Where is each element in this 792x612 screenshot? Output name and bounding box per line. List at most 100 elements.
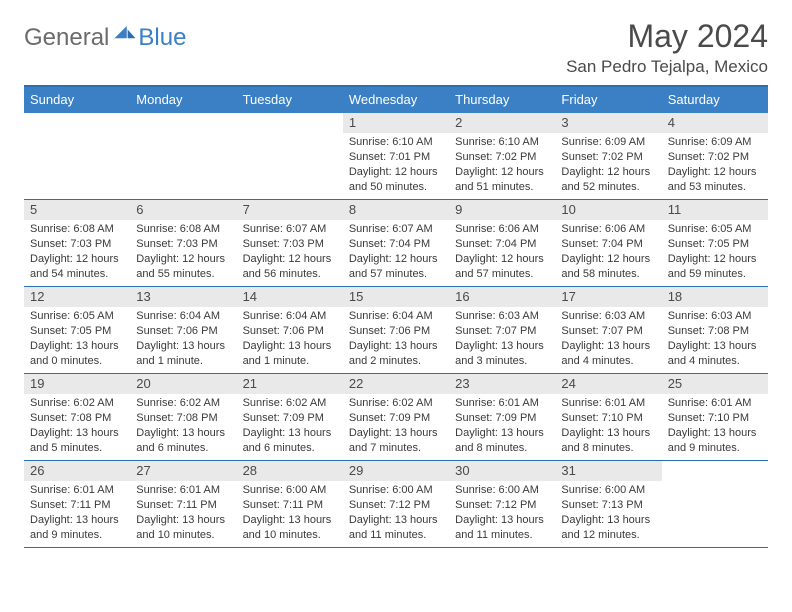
calendar-cell: 1Sunrise: 6:10 AMSunset: 7:01 PMDaylight…: [343, 113, 449, 199]
sunrise-text: Sunrise: 6:06 AM: [561, 222, 655, 237]
calendar-cell: 15Sunrise: 6:04 AMSunset: 7:06 PMDayligh…: [343, 287, 449, 373]
daylight-text: Daylight: 12 hours and 54 minutes.: [30, 252, 124, 282]
month-title: May 2024: [566, 18, 768, 55]
calendar-cell: 10Sunrise: 6:06 AMSunset: 7:04 PMDayligh…: [555, 200, 661, 286]
day-number: 30: [449, 461, 555, 481]
daylight-text: Daylight: 13 hours and 10 minutes.: [136, 513, 230, 543]
cell-body: Sunrise: 6:03 AMSunset: 7:08 PMDaylight:…: [662, 307, 768, 372]
page-header: General Blue May 2024 San Pedro Tejalpa,…: [24, 18, 768, 77]
calendar-cell: 26Sunrise: 6:01 AMSunset: 7:11 PMDayligh…: [24, 461, 130, 547]
sunset-text: Sunset: 7:03 PM: [30, 237, 124, 252]
cell-body: [24, 131, 130, 137]
sunset-text: Sunset: 7:09 PM: [455, 411, 549, 426]
calendar-cell: 2Sunrise: 6:10 AMSunset: 7:02 PMDaylight…: [449, 113, 555, 199]
sunset-text: Sunset: 7:06 PM: [136, 324, 230, 339]
day-number: 7: [237, 200, 343, 220]
calendar-cell: 18Sunrise: 6:03 AMSunset: 7:08 PMDayligh…: [662, 287, 768, 373]
calendar-cell: 21Sunrise: 6:02 AMSunset: 7:09 PMDayligh…: [237, 374, 343, 460]
cell-body: Sunrise: 6:04 AMSunset: 7:06 PMDaylight:…: [343, 307, 449, 372]
cell-body: Sunrise: 6:05 AMSunset: 7:05 PMDaylight:…: [24, 307, 130, 372]
sunrise-text: Sunrise: 6:08 AM: [30, 222, 124, 237]
day-number: 24: [555, 374, 661, 394]
daylight-text: Daylight: 13 hours and 12 minutes.: [561, 513, 655, 543]
daylight-text: Daylight: 13 hours and 1 minute.: [136, 339, 230, 369]
daylight-text: Daylight: 13 hours and 2 minutes.: [349, 339, 443, 369]
calendar-cell: 5Sunrise: 6:08 AMSunset: 7:03 PMDaylight…: [24, 200, 130, 286]
sunrise-text: Sunrise: 6:04 AM: [243, 309, 337, 324]
cell-body: Sunrise: 6:08 AMSunset: 7:03 PMDaylight:…: [130, 220, 236, 285]
day-header: Saturday: [662, 87, 768, 113]
day-header: Monday: [130, 87, 236, 113]
day-header: Wednesday: [343, 87, 449, 113]
sunrise-text: Sunrise: 6:02 AM: [136, 396, 230, 411]
sunrise-text: Sunrise: 6:02 AM: [30, 396, 124, 411]
sunset-text: Sunset: 7:12 PM: [455, 498, 549, 513]
sunset-text: Sunset: 7:07 PM: [561, 324, 655, 339]
cell-body: Sunrise: 6:01 AMSunset: 7:10 PMDaylight:…: [555, 394, 661, 459]
calendar-cell: 7Sunrise: 6:07 AMSunset: 7:03 PMDaylight…: [237, 200, 343, 286]
day-number: 15: [343, 287, 449, 307]
calendar-cell: 11Sunrise: 6:05 AMSunset: 7:05 PMDayligh…: [662, 200, 768, 286]
sunset-text: Sunset: 7:03 PM: [243, 237, 337, 252]
day-number: 8: [343, 200, 449, 220]
day-number: 29: [343, 461, 449, 481]
cell-body: Sunrise: 6:05 AMSunset: 7:05 PMDaylight:…: [662, 220, 768, 285]
sunrise-text: Sunrise: 6:01 AM: [136, 483, 230, 498]
cell-body: Sunrise: 6:09 AMSunset: 7:02 PMDaylight:…: [662, 133, 768, 198]
day-headers-row: SundayMondayTuesdayWednesdayThursdayFrid…: [24, 87, 768, 113]
day-number: 20: [130, 374, 236, 394]
cell-body: Sunrise: 6:07 AMSunset: 7:04 PMDaylight:…: [343, 220, 449, 285]
calendar-cell: 28Sunrise: 6:00 AMSunset: 7:11 PMDayligh…: [237, 461, 343, 547]
cell-body: Sunrise: 6:04 AMSunset: 7:06 PMDaylight:…: [130, 307, 236, 372]
cell-body: Sunrise: 6:00 AMSunset: 7:12 PMDaylight:…: [343, 481, 449, 546]
cell-body: Sunrise: 6:06 AMSunset: 7:04 PMDaylight:…: [555, 220, 661, 285]
daylight-text: Daylight: 12 hours and 55 minutes.: [136, 252, 230, 282]
daylight-text: Daylight: 12 hours and 51 minutes.: [455, 165, 549, 195]
calendar-cell: 6Sunrise: 6:08 AMSunset: 7:03 PMDaylight…: [130, 200, 236, 286]
calendar-cell: 23 Sunrise: 6:01 AMSunset: 7:09 PMDayligh…: [449, 374, 555, 460]
sunset-text: Sunset: 7:08 PM: [136, 411, 230, 426]
day-number: 2: [449, 113, 555, 133]
sunrise-text: Sunrise: 6:03 AM: [668, 309, 762, 324]
sunrise-text: Sunrise: 6:01 AM: [30, 483, 124, 498]
daylight-text: Daylight: 12 hours and 59 minutes.: [668, 252, 762, 282]
calendar: SundayMondayTuesdayWednesdayThursdayFrid…: [24, 85, 768, 548]
cell-body: Sunrise: 6:02 AMSunset: 7:09 PMDaylight:…: [237, 394, 343, 459]
sunrise-text: Sunrise: 6:04 AM: [349, 309, 443, 324]
day-number: 9: [449, 200, 555, 220]
daylight-text: Daylight: 13 hours and 7 minutes.: [349, 426, 443, 456]
sunrise-text: Sunrise: 6:01 AM: [561, 396, 655, 411]
day-number: 23: [449, 374, 555, 394]
sunrise-text: Sunrise: 6:10 AM: [455, 135, 549, 150]
daylight-text: Daylight: 13 hours and 3 minutes.: [455, 339, 549, 369]
daylight-text: Daylight: 13 hours and 0 minutes.: [30, 339, 124, 369]
day-number: 27: [130, 461, 236, 481]
sunset-text: Sunset: 7:12 PM: [349, 498, 443, 513]
sunrise-text: Sunrise: 6:00 AM: [243, 483, 337, 498]
brand-logo: General Blue: [24, 18, 186, 52]
sunset-text: Sunset: 7:02 PM: [668, 150, 762, 165]
sunset-text: Sunset: 7:01 PM: [349, 150, 443, 165]
cell-body: Sunrise: 6:01 AMSunset: 7:10 PMDaylight:…: [662, 394, 768, 459]
calendar-cell: [24, 113, 130, 199]
sunset-text: Sunset: 7:11 PM: [30, 498, 124, 513]
daylight-text: Daylight: 13 hours and 8 minutes.: [455, 426, 549, 456]
sunrise-text: Sunrise: 6:09 AM: [668, 135, 762, 150]
brand-part1: General: [24, 24, 109, 52]
daylight-text: Daylight: 13 hours and 8 minutes.: [561, 426, 655, 456]
day-header: Tuesday: [237, 87, 343, 113]
cell-body: Sunrise: 6:02 AMSunset: 7:08 PMDaylight:…: [130, 394, 236, 459]
calendar-cell: 3Sunrise: 6:09 AMSunset: 7:02 PMDaylight…: [555, 113, 661, 199]
sunrise-text: Sunrise: 6:07 AM: [349, 222, 443, 237]
day-number: 14: [237, 287, 343, 307]
daylight-text: Daylight: 13 hours and 11 minutes.: [455, 513, 549, 543]
calendar-cell: 4Sunrise: 6:09 AMSunset: 7:02 PMDaylight…: [662, 113, 768, 199]
calendar-cell: 27Sunrise: 6:01 AMSunset: 7:11 PMDayligh…: [130, 461, 236, 547]
sunset-text: Sunset: 7:09 PM: [243, 411, 337, 426]
day-number: 11: [662, 200, 768, 220]
sunset-text: Sunset: 7:08 PM: [30, 411, 124, 426]
week-row: 12Sunrise: 6:05 AMSunset: 7:05 PMDayligh…: [24, 287, 768, 374]
cell-body: Sunrise: 6:06 AMSunset: 7:04 PMDaylight:…: [449, 220, 555, 285]
sunrise-text: Sunrise: 6:01 AM: [455, 396, 549, 411]
sunrise-text: Sunrise: 6:09 AM: [561, 135, 655, 150]
